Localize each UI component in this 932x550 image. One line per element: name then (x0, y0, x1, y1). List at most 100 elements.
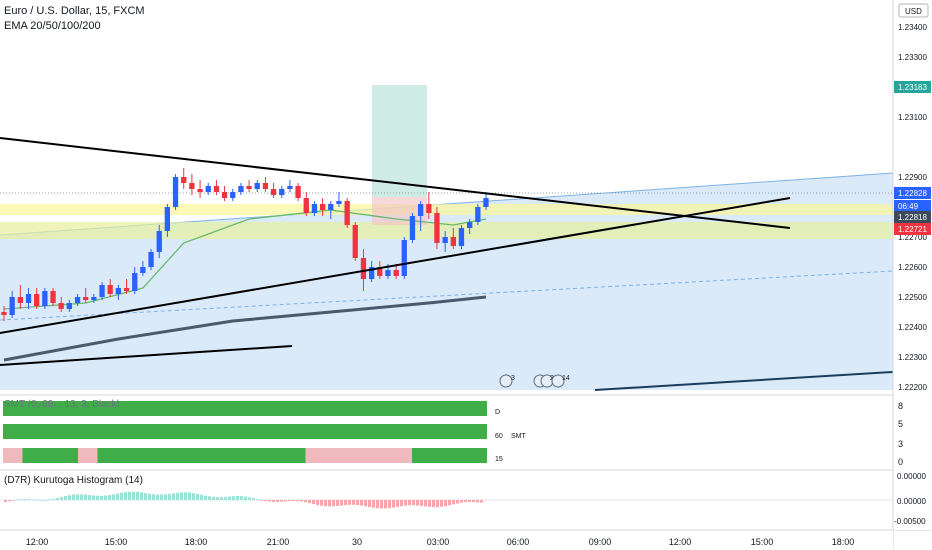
histogram-bar (224, 496, 227, 500)
price-tick-label: 1.22200 (898, 383, 927, 392)
histogram-bar (212, 496, 215, 500)
ema-indicator-label[interactable]: EMA 20/50/100/200 (4, 20, 101, 32)
time-tick-label: 18:00 (832, 537, 855, 547)
price-badge (894, 187, 931, 199)
histogram-bar (428, 500, 431, 507)
candle-body (287, 186, 293, 189)
currency-button[interactable] (898, 3, 929, 18)
histogram-bar (56, 498, 59, 500)
histogram-bar (296, 500, 299, 502)
candle-body (401, 240, 407, 276)
histogram-bar (440, 500, 443, 507)
candle-body (74, 297, 81, 303)
histogram-bar (136, 491, 139, 500)
histogram-bar (176, 492, 179, 500)
ema-fast-line (3, 209, 487, 310)
candle-body (303, 198, 309, 213)
histogram-bar (92, 495, 95, 500)
candle-body (83, 297, 89, 300)
smt-axis-tick: 8 (898, 401, 903, 411)
risk-box (372, 197, 427, 225)
histogram-bar (88, 495, 91, 500)
histogram-bar (348, 500, 351, 505)
candle-body (254, 183, 260, 189)
histogram-bar (372, 500, 375, 508)
histogram-bar (44, 499, 47, 501)
candle-body (483, 198, 489, 207)
candle-body (230, 192, 236, 198)
candle-body (115, 288, 121, 294)
candle-body (344, 201, 350, 225)
smt-axis-tick: 3 (898, 439, 903, 449)
target-box (372, 85, 427, 197)
candle-body (123, 288, 130, 291)
smt-axis-tick: 5 (898, 419, 903, 429)
price-badge (894, 211, 931, 223)
smt-bar-segment (97, 448, 306, 463)
price-badge-label: 1.22721 (898, 225, 927, 234)
event-flags[interactable]: 3 2 14 (499, 374, 570, 388)
candle-body (140, 267, 146, 273)
histogram-bar (132, 491, 135, 500)
histogram-bar (196, 493, 199, 500)
histogram-bar (468, 500, 471, 502)
candle-body (181, 177, 187, 183)
histogram-bar (8, 500, 11, 502)
smt-title[interactable]: SMT (0, 60, , 13, 3, Black) (4, 399, 120, 410)
smt-row-label-d: D (495, 409, 500, 416)
candle-body (9, 297, 15, 315)
candle-body (148, 252, 154, 267)
time-axis[interactable] (0, 531, 893, 550)
histogram-bar (268, 500, 271, 502)
histogram-bar (184, 492, 187, 500)
smt-bar-segment (305, 448, 412, 463)
candle-body (58, 303, 64, 309)
supply-zone-upper (0, 204, 893, 215)
histogram-title[interactable]: (D7R) Kurutoga Histogram (14) (4, 475, 143, 486)
candle-body (295, 186, 301, 198)
candle-body (393, 270, 399, 276)
histogram-bar (116, 493, 119, 500)
price-tick-label: 1.22600 (898, 263, 927, 272)
histogram-bar (80, 494, 83, 500)
candle-body (164, 207, 170, 231)
histogram-bar (288, 500, 291, 502)
smt-row-label-15: 15 (495, 456, 503, 463)
histogram-bar (340, 500, 343, 506)
candle-body (172, 177, 179, 207)
descending-trendline (0, 137, 791, 229)
histogram-bar (472, 500, 475, 503)
candle-body (279, 189, 285, 195)
smt-bar-segment (3, 424, 487, 439)
candle-body (221, 192, 228, 198)
smt-side-label: SMT (511, 433, 527, 440)
histogram-bar (120, 492, 123, 500)
smt-bar-segment (412, 448, 487, 463)
histogram-bar (460, 500, 463, 503)
histogram-bar (148, 493, 151, 500)
candle-body (450, 237, 456, 246)
histogram-bar (260, 500, 263, 501)
histogram-bar (232, 496, 235, 500)
smt-axis-tick: 0 (898, 457, 903, 467)
histogram-bar (128, 491, 131, 500)
candle-body (426, 204, 432, 213)
histogram-bar (168, 493, 171, 500)
histogram-bar (140, 492, 143, 500)
histogram-bar (360, 500, 363, 506)
histogram-bar (280, 500, 283, 502)
candle-body (336, 201, 342, 204)
histogram-bar (40, 500, 43, 501)
candle-body (213, 186, 220, 192)
histogram-bar (364, 500, 367, 507)
candle-body (377, 267, 383, 276)
candle-body (418, 204, 424, 216)
histogram-bar (436, 500, 439, 508)
histogram-bar (240, 496, 243, 500)
histogram-bar (388, 500, 391, 509)
histogram-bar (188, 492, 191, 500)
histogram-bar (220, 497, 223, 500)
histogram-bar (416, 500, 419, 506)
candle-body (156, 231, 162, 252)
